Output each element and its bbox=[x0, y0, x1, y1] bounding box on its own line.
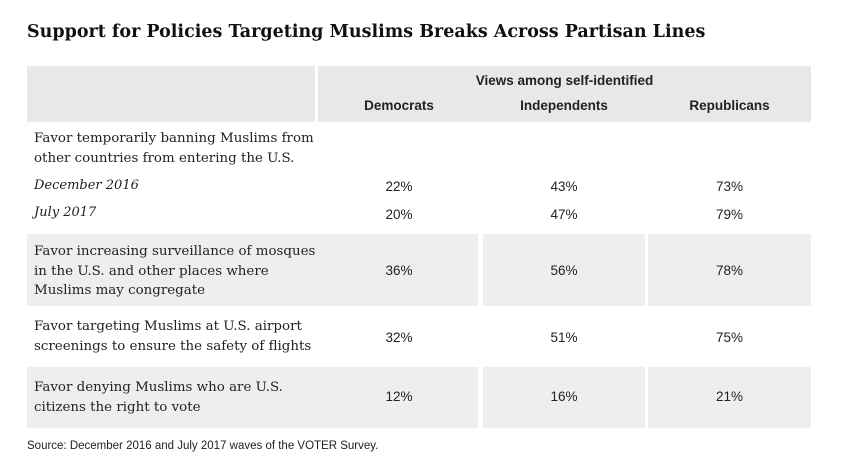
table-row: Favor temporarily banning Muslims from o… bbox=[27, 122, 811, 234]
header-group-cell bbox=[318, 66, 811, 122]
column-header-republicans: Republicans bbox=[689, 98, 770, 113]
value-cell: 56% bbox=[550, 263, 578, 278]
value-cell: 12% bbox=[385, 389, 413, 404]
table-row: Favor denying Muslims who are U.S. citiz… bbox=[27, 367, 811, 428]
row-label: Favor temporarily banning Muslims from o… bbox=[34, 131, 314, 166]
row-bg bbox=[648, 234, 811, 306]
value-cell: 79% bbox=[715, 207, 744, 222]
source-note: Source: December 2016 and July 2017 wave… bbox=[27, 440, 379, 452]
value-cell: 43% bbox=[550, 179, 578, 194]
row-bg bbox=[483, 367, 645, 428]
column-header-democrats: Democrats bbox=[364, 98, 434, 113]
row-bg bbox=[27, 234, 478, 306]
subrow-label-december-2016: December 2016 bbox=[34, 178, 139, 193]
value-cell: 16% bbox=[550, 389, 578, 404]
header-empty-cell bbox=[27, 66, 315, 122]
table-row: Favor targeting Muslims at U.S. airport … bbox=[27, 306, 811, 367]
row-label: Favor increasing surveillance of mosques… bbox=[34, 244, 316, 298]
value-cell: 75% bbox=[715, 330, 744, 345]
value-cell: 21% bbox=[715, 389, 744, 404]
row-bg bbox=[483, 234, 645, 306]
table-row: Favor increasing surveillance of mosques… bbox=[27, 234, 811, 306]
row-bg bbox=[27, 367, 478, 428]
subrow-label-july-2017: July 2017 bbox=[34, 205, 97, 220]
value-cell: 73% bbox=[715, 179, 744, 194]
row-label: Favor denying Muslims who are U.S. citiz… bbox=[34, 380, 283, 415]
chart-title: Support for Policies Targeting Muslims B… bbox=[27, 22, 706, 42]
table-header: Views among self-identified Democrats In… bbox=[27, 66, 811, 122]
row-label: Favor targeting Muslims at U.S. airport … bbox=[34, 319, 312, 354]
value-cell: 51% bbox=[550, 330, 578, 345]
row-bg bbox=[648, 367, 811, 428]
header-group-label: Views among self-identified bbox=[475, 73, 654, 88]
value-cell: 78% bbox=[715, 263, 744, 278]
value-cell: 20% bbox=[385, 207, 413, 222]
value-cell: 36% bbox=[385, 263, 413, 278]
value-cell: 47% bbox=[550, 207, 578, 222]
data-table: Views among self-identified Democrats In… bbox=[27, 66, 811, 428]
column-header-independents: Independents bbox=[520, 98, 608, 113]
value-cell: 32% bbox=[385, 330, 413, 345]
value-cell: 22% bbox=[385, 179, 413, 194]
